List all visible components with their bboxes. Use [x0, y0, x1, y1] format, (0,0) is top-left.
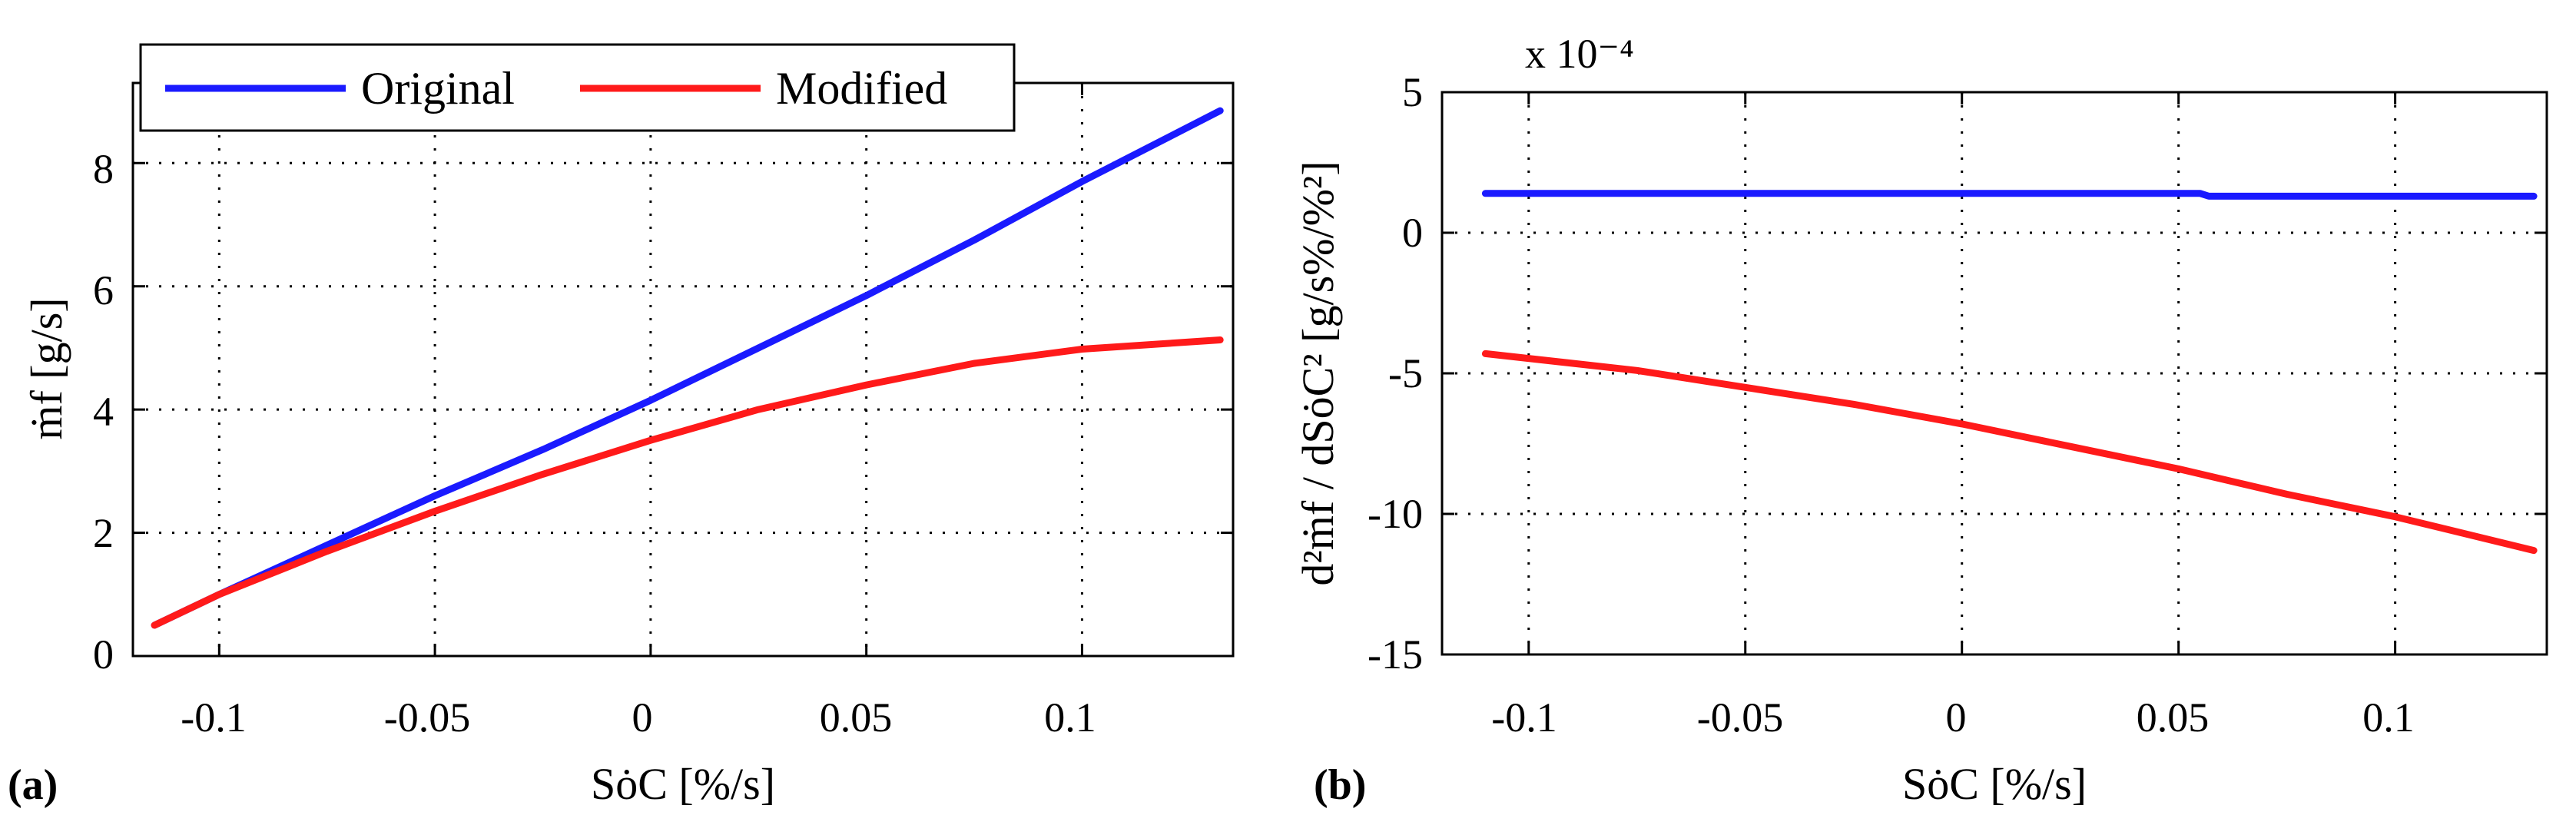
panel-a: -0.1 -0.05 0 0.05 0.1 0 2 4 6 8 SȯC [%/s… — [8, 43, 1235, 809]
panel-a-ytick-label: 0 — [93, 631, 114, 678]
panel-a-ytick-label: 2 — [93, 510, 114, 556]
panel-b: -0.1 -0.05 0 0.05 0.1 -15 -10 -5 0 5 x 1… — [1293, 31, 2548, 809]
panel-a-ylabel: ṁf [g/s] — [22, 297, 71, 439]
panel-a-xtick-label: -0.05 — [384, 694, 470, 741]
panel-b-ytick-label: 5 — [1402, 69, 1423, 115]
panel-a-ytick-label: 4 — [93, 389, 114, 435]
panel-a-xtick-label: 0.05 — [820, 694, 893, 741]
panel-b-series-original-line — [1481, 190, 2538, 200]
panel-a-grid — [133, 83, 1233, 656]
panel-b-xlabel: SȯC [%/s] — [1902, 759, 2087, 809]
panel-b-series — [1481, 190, 2538, 555]
panel-b-xtick-label: 0 — [1946, 694, 1967, 741]
panel-a-xtick-label: -0.1 — [181, 694, 246, 741]
legend-label-modified: Modified — [776, 63, 947, 114]
panel-b-series-modified-line — [1481, 350, 2538, 555]
panel-b-exponent-label: x 10⁻⁴ — [1525, 31, 1634, 77]
panel-a-series-original-line — [151, 107, 1224, 629]
panel-a-ticks — [133, 83, 1233, 658]
panel-a-ytick-label: 6 — [93, 267, 114, 313]
panel-a-xtick-label: 0 — [632, 694, 653, 741]
panel-b-ylabel: d²ṁf / dSȯC² [g/s%/%²] — [1293, 161, 1343, 585]
panel-b-xtick-label: -0.05 — [1697, 694, 1783, 741]
legend-label-original: Original — [361, 63, 515, 114]
panel-a-xlabel: SȯC [%/s] — [591, 759, 775, 809]
legend: Original Modified — [139, 43, 1016, 132]
panel-a-series — [151, 107, 1224, 629]
panel-b-grid — [1442, 92, 2547, 654]
panel-b-ytick-label: -15 — [1368, 631, 1423, 678]
panel-a-series-modified-line — [151, 336, 1224, 629]
panel-b-axes-box — [1441, 91, 2548, 656]
panel-b-ytick-label: 0 — [1402, 210, 1423, 256]
panel-a-xtick-label: 0.1 — [1044, 694, 1096, 741]
panel-a-axes-box — [131, 81, 1235, 658]
panel-b-xtick-label: -0.1 — [1491, 694, 1557, 741]
panel-b-ytick-label: -5 — [1388, 350, 1423, 396]
panel-b-label: (b) — [1314, 761, 1366, 809]
panel-a-ytick-label: 8 — [93, 146, 114, 192]
panel-b-ytick-label: -10 — [1368, 491, 1423, 537]
panel-a-label: (a) — [8, 761, 58, 809]
panel-b-xtick-label: 0.1 — [2362, 694, 2415, 741]
panel-b-ticks — [1442, 91, 2547, 656]
panel-b-xtick-label: 0.05 — [2137, 694, 2210, 741]
